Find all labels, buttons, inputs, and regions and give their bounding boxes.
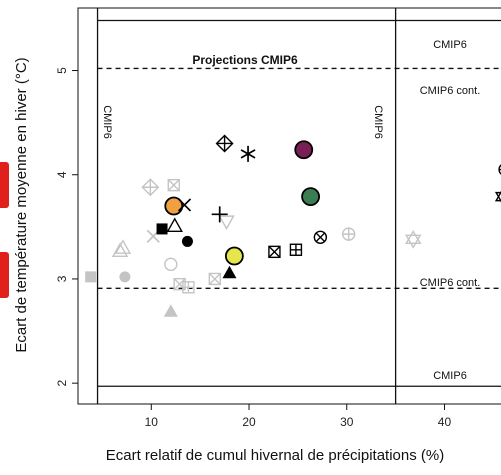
data-point-diamond-plus (215, 134, 234, 153)
x-tick-label: 20 (242, 415, 256, 429)
x-tick-label: 30 (340, 415, 354, 429)
reference-lines (96, 8, 501, 404)
red-side-tab-bottom (0, 252, 9, 298)
data-point-plus (211, 206, 228, 223)
data-point-diamond-plus (141, 178, 160, 197)
plot-frame (77, 7, 501, 405)
data-point-circle-plus (498, 164, 501, 175)
data-point-triangle-open (111, 242, 129, 258)
y-tick-label: 5 (55, 67, 69, 74)
cmip6-cont-top-label: CMIP6 cont. (420, 85, 481, 97)
data-point-square-plus (182, 281, 195, 294)
cmip6-bottom-label: CMIP6 (433, 370, 467, 382)
x-tick-label: 40 (438, 415, 452, 429)
data-points (85, 134, 501, 317)
data-point-triangle (222, 265, 237, 279)
axes: 10 20 30 40 2 3 4 5 (55, 67, 451, 429)
cmip6-mid-vertical-label: CMIP6 (372, 105, 384, 139)
data-point-circle (301, 187, 320, 207)
data-point-asterisk (240, 145, 256, 162)
projections-label: Projections CMIP6 (192, 53, 298, 67)
data-point-circle (164, 196, 184, 216)
data-point-circle-open (164, 257, 178, 272)
data-point-x (177, 198, 192, 212)
y-tick-label: 2 (55, 380, 69, 387)
data-point-circle (119, 271, 131, 283)
x-tick-label: 10 (145, 415, 159, 429)
y-axis-title: Ecart de température moyenne en hiver (°… (13, 57, 30, 352)
data-point-circle-plus (342, 227, 356, 241)
cmip6-left-vertical-label: CMIP6 (101, 105, 113, 139)
red-side-tab-top (0, 162, 9, 208)
data-point-triangle-down (218, 215, 235, 231)
y-tick-label: 4 (55, 171, 69, 178)
cmip6-top-label: CMIP6 (433, 39, 467, 51)
cmip6-cont-bottom-label: CMIP6 cont. (420, 277, 481, 289)
data-point-triangle (163, 304, 178, 317)
data-point-square-x (268, 245, 281, 259)
data-point-circle (294, 140, 314, 160)
data-point-square (85, 271, 97, 283)
data-point-triangle-open (114, 239, 132, 254)
data-point-square-x (167, 178, 180, 192)
data-point-square (156, 223, 168, 235)
data-point-triangle-open (166, 217, 183, 233)
y-tick-label: 3 (55, 275, 69, 282)
x-axis-title: Ecart relatif de cumul hivernal de préci… (106, 447, 444, 464)
data-point-star-david (404, 229, 422, 249)
data-point-square-x (173, 277, 186, 291)
data-point-circle (181, 235, 193, 247)
data-point-star-david (494, 190, 501, 203)
data-point-circle-x (313, 230, 328, 244)
data-point-square-x (208, 272, 222, 286)
data-point-square-plus (289, 243, 303, 256)
data-point-circle (224, 246, 244, 266)
